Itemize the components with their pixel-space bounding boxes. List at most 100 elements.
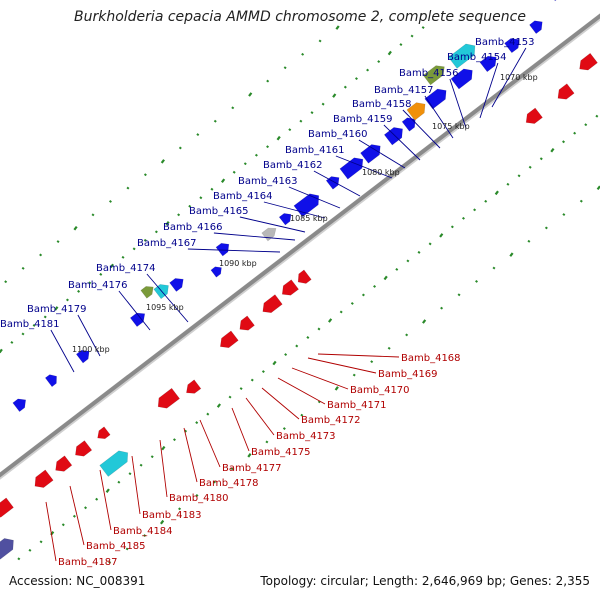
tick-mark bbox=[105, 488, 110, 493]
tick-mark bbox=[276, 135, 281, 141]
reverse-gene-label: Bamb_4180 bbox=[169, 493, 229, 504]
reverse-gene-label: Bamb_4171 bbox=[327, 400, 387, 411]
tick-mark bbox=[32, 323, 36, 327]
tick-mark bbox=[77, 289, 81, 293]
reverse-gene-arrow bbox=[0, 538, 14, 560]
tick-mark bbox=[178, 507, 182, 511]
forward-gene-arrow bbox=[504, 38, 520, 54]
tick-mark bbox=[250, 378, 254, 382]
tick-mark bbox=[310, 111, 314, 115]
tick-mark bbox=[383, 275, 388, 281]
tick-mark bbox=[139, 463, 143, 467]
reverse-gene-label: Bamb_4172 bbox=[301, 415, 361, 426]
reverse-leader-line bbox=[317, 353, 400, 358]
tick-mark bbox=[334, 386, 339, 391]
reverse-gene-arrow bbox=[34, 469, 54, 488]
reverse-gene-label: Bamb_4183 bbox=[142, 510, 202, 521]
tick-mark bbox=[288, 128, 292, 132]
reverse-leader-line bbox=[199, 419, 221, 468]
forward-leader-line bbox=[263, 201, 326, 219]
tick-mark bbox=[387, 50, 392, 56]
tick-mark bbox=[213, 119, 217, 123]
tick-mark bbox=[266, 79, 270, 83]
tick-mark bbox=[143, 238, 147, 242]
forward-leader-line bbox=[213, 232, 296, 241]
tick-mark bbox=[494, 190, 499, 196]
tick-mark bbox=[373, 284, 377, 288]
reverse-gene-arrow bbox=[99, 450, 129, 477]
tick-mark bbox=[4, 280, 8, 284]
tick-mark bbox=[228, 395, 232, 399]
tick-mark bbox=[178, 146, 182, 150]
tick-mark bbox=[539, 157, 543, 161]
kbp-label: 1085 kbp bbox=[290, 214, 328, 223]
forward-gene-arrow bbox=[360, 144, 381, 164]
tick-mark bbox=[216, 403, 222, 408]
forward-gene-label: Bamb_4165 bbox=[189, 206, 249, 217]
tick-mark bbox=[354, 77, 358, 81]
tick-mark bbox=[272, 360, 277, 366]
reverse-leader-line bbox=[183, 427, 198, 483]
forward-gene-label: Bamb_4167 bbox=[137, 238, 197, 249]
tick-mark bbox=[428, 242, 432, 246]
reverse-gene-label: Bamb_4185 bbox=[86, 541, 146, 552]
tick-mark bbox=[406, 259, 410, 263]
forward-gene-label: Bamb_4181 bbox=[0, 319, 60, 330]
kbp-label: 1075 kbp bbox=[432, 122, 470, 131]
forward-leader-line bbox=[118, 290, 151, 331]
tick-mark bbox=[395, 267, 399, 271]
forward-gene-label: Bamb_4154 bbox=[447, 52, 507, 63]
label-leaders bbox=[45, 47, 527, 562]
tick-mark bbox=[562, 213, 566, 216]
forward-leader-line bbox=[313, 170, 361, 197]
tick-mark bbox=[154, 230, 158, 234]
tick-mark bbox=[301, 52, 305, 56]
forward-leader-line bbox=[424, 95, 454, 139]
tick-mark bbox=[230, 467, 234, 471]
backbone-line bbox=[0, 13, 600, 478]
tick-mark bbox=[265, 440, 269, 444]
tick-mark bbox=[417, 250, 421, 254]
tick-mark bbox=[231, 106, 235, 110]
topology-summary: Topology: circular; Length: 2,646,969 bp… bbox=[260, 574, 590, 588]
tick-mark bbox=[387, 346, 391, 350]
tick-mark bbox=[108, 200, 112, 203]
tick-mark bbox=[573, 131, 577, 135]
tick-mark bbox=[132, 247, 136, 251]
reverse-gene-label: Bamb_4178 bbox=[199, 478, 259, 489]
reverse-gene-label: Bamb_4187 bbox=[58, 557, 118, 568]
tick-mark bbox=[457, 293, 461, 297]
tick-mark bbox=[350, 302, 354, 305]
tick-mark bbox=[17, 557, 21, 561]
reverse-gene-arrow bbox=[0, 497, 14, 518]
forward-gene-label: Bamb_4156 bbox=[399, 68, 459, 79]
tick-mark bbox=[410, 34, 414, 38]
forward-leader-line bbox=[402, 109, 441, 149]
reverse-leader-line bbox=[131, 455, 141, 515]
kbp-label: 1070 kbp bbox=[500, 73, 538, 82]
tick-mark bbox=[475, 279, 478, 283]
kbp-label: 1095 kbp bbox=[146, 303, 184, 312]
forward-gene-label: Bamb_4164 bbox=[213, 191, 273, 202]
reverse-gene-label: Bamb_4169 bbox=[378, 369, 438, 380]
kbp-labels: 1070 kbp 1075 kbp 1080 kbp 1085 kbp 1090 kbp… bbox=[72, 73, 538, 354]
tick-mark bbox=[528, 165, 532, 169]
forward-gene-label: Bamb_4161 bbox=[285, 145, 345, 156]
forward-gene-label: Bamb_4162 bbox=[263, 160, 323, 171]
tick-mark bbox=[210, 187, 214, 191]
reverse-gene-arrow bbox=[219, 330, 239, 349]
forward-gene-arrow bbox=[450, 68, 473, 90]
reverse-gene-arrow bbox=[55, 455, 73, 472]
tick-mark bbox=[39, 253, 43, 257]
tick-mark bbox=[88, 281, 92, 285]
tick-mark bbox=[562, 140, 566, 144]
tick-mark bbox=[509, 252, 514, 257]
forward-gene-arrow bbox=[12, 398, 27, 413]
tick-mark bbox=[206, 412, 210, 416]
tick-mark bbox=[517, 174, 521, 178]
forward-gene-arrow bbox=[140, 286, 154, 299]
tick-mark bbox=[421, 26, 425, 29]
tick-mark bbox=[109, 263, 115, 269]
forward-leader-line bbox=[288, 186, 341, 209]
